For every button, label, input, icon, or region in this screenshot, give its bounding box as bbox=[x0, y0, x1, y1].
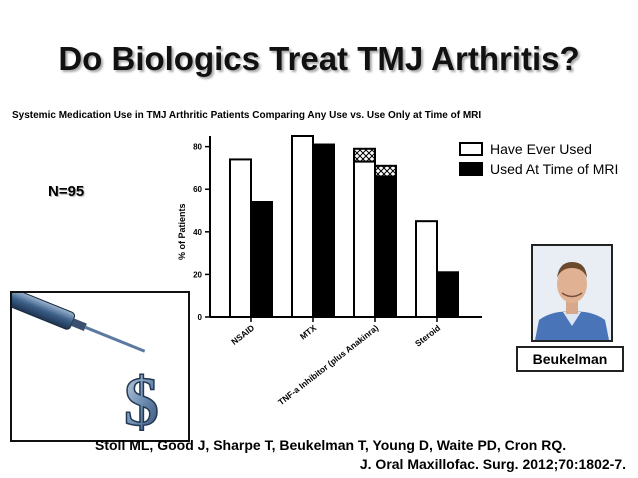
sample-size-label: N=95 bbox=[48, 183, 85, 200]
bar-ever-used bbox=[229, 158, 252, 318]
bar-ever-used bbox=[291, 135, 314, 318]
x-tick-label: MTX bbox=[298, 322, 319, 341]
bar-used-at-mri bbox=[374, 175, 397, 318]
citation-journal: J. Oral Maxillofac. Surg. 2012;70:1802-7… bbox=[359, 456, 626, 472]
slide-title: Do Biologics Treat TMJ Arthritis? bbox=[58, 40, 580, 77]
x-tick-label: Steroid bbox=[413, 323, 442, 349]
bar-mri-anakinra bbox=[374, 164, 397, 178]
y-axis-label: % of Patients bbox=[177, 203, 187, 260]
bar-ever-used bbox=[415, 220, 438, 318]
svg-text:$: $ bbox=[124, 364, 159, 440]
y-tick-label: 60 bbox=[193, 185, 202, 194]
bar-ever-used bbox=[353, 160, 376, 318]
author-name-label: Beukelman bbox=[516, 346, 624, 372]
legend-swatch-ever bbox=[459, 142, 483, 156]
legend-swatch-mri bbox=[459, 162, 483, 176]
y-tick-label: 80 bbox=[193, 143, 202, 152]
y-tick-label: 20 bbox=[193, 270, 202, 279]
bar-ever-anakinra bbox=[353, 147, 376, 163]
x-tick-label: TNF-a Inhibitor (plus Anakinra) bbox=[276, 323, 380, 408]
chart-title: Systemic Medication Use in TMJ Arthritic… bbox=[12, 110, 482, 121]
author-photo bbox=[531, 244, 613, 342]
citation-authors: Stoll ML, Good J, Sharpe T, Beukelman T,… bbox=[95, 437, 567, 453]
y-tick-label: 0 bbox=[198, 313, 203, 322]
legend-label-ever: Have Ever Used bbox=[490, 141, 592, 157]
bar-used-at-mri bbox=[436, 271, 459, 318]
bar-used-at-mri bbox=[312, 143, 335, 318]
bar-used-at-mri bbox=[250, 201, 273, 318]
syringe-dollar-image: $ bbox=[10, 291, 190, 442]
legend-label-mri: Used At Time of MRI bbox=[490, 161, 618, 177]
x-tick-label: NSAID bbox=[229, 323, 256, 347]
y-tick-label: 40 bbox=[193, 228, 202, 237]
